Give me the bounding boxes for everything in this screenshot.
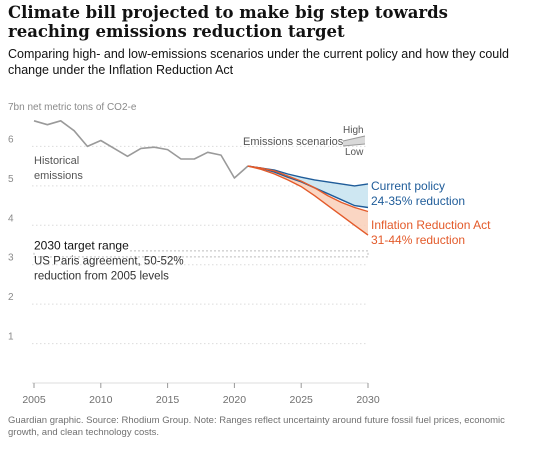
scenarios-key-high: High <box>343 125 364 136</box>
series-lines <box>33 120 369 236</box>
x-tick-label: 2010 <box>89 394 113 406</box>
annotation-layer: Historical emissions Current policy24-35% … <box>34 125 491 247</box>
scenarios-key-high-line <box>342 135 366 142</box>
series-high-line-1 <box>247 165 369 213</box>
scenarios-key-swatch <box>343 136 365 146</box>
y-axis-label: 7bn net metric tons of CO2-e <box>8 102 137 113</box>
scenario-band-0 <box>247 166 368 208</box>
y-tick-label: 1 <box>8 332 14 343</box>
scenarios-key-low: Low <box>345 147 364 158</box>
series-note-1: 31-44% reduction <box>371 233 465 247</box>
y-tick-label: 4 <box>8 213 14 224</box>
y-tick-label: 3 <box>8 253 14 264</box>
series-name-0: Current policy <box>371 179 445 193</box>
series-name-1: Inflation Reduction Act <box>371 218 491 232</box>
scenarios-key-low-line <box>342 143 366 147</box>
target-layer: 2030 target range US Paris agreement, 50-… <box>33 238 369 283</box>
chart-title: Climate bill projected to make big step … <box>8 3 448 41</box>
target-range-band <box>33 250 369 258</box>
y-tick-label: 5 <box>8 174 14 185</box>
y-tick-label: 2 <box>8 292 14 303</box>
historical-line <box>33 120 249 179</box>
historical-label-line1: Historical <box>34 155 79 167</box>
x-tick-label: 2030 <box>356 394 380 406</box>
series-note-0: 24-35% reduction <box>371 194 465 208</box>
x-tick-label: 2005 <box>22 394 46 406</box>
target-label: 2030 target range <box>34 239 129 253</box>
x-tick-label: 2025 <box>290 394 314 406</box>
historical-label-line2: emissions <box>34 170 83 182</box>
scenarios-key-label: Emissions scenarios <box>243 136 344 148</box>
axis-layer: 1 2 3 4 5 6 7bn net metric tons of CO2-e 2005 20… <box>8 102 380 406</box>
series-low-line-1 <box>247 165 369 236</box>
target-label-bg <box>34 238 128 253</box>
x-tick-label: 2020 <box>223 394 247 406</box>
chart-subtitle: Comparing high- and low-emissions scenar… <box>8 47 509 77</box>
source-note: Guardian graphic. Source: Rhodium Group.… <box>8 415 505 438</box>
scenario-bands <box>247 166 368 236</box>
target-note-line2: reduction from 2005 levels <box>34 271 169 283</box>
x-tick-label: 2015 <box>156 394 180 406</box>
target-note-line1: US Paris agreement, 50-52% <box>34 256 184 268</box>
y-tick-label: 6 <box>8 134 14 145</box>
